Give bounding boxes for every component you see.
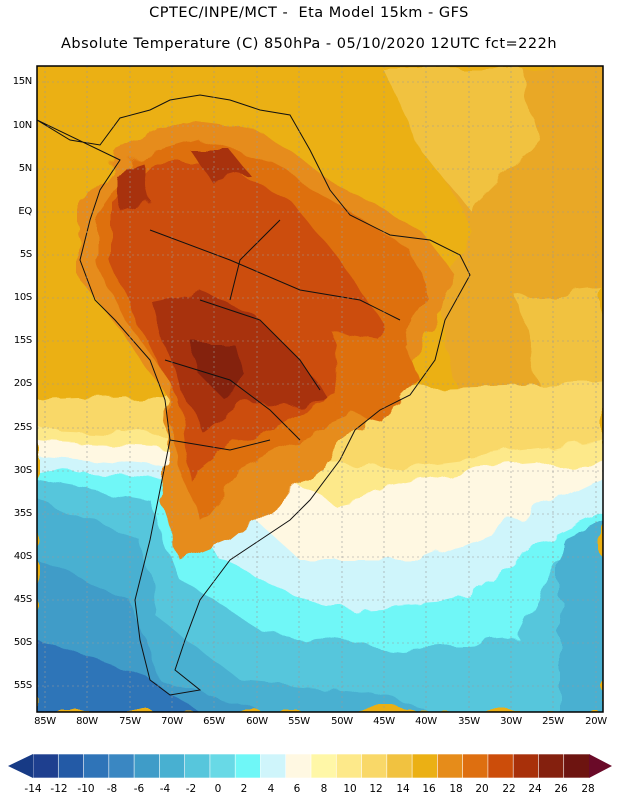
lat-label: EQ bbox=[18, 206, 32, 217]
lon-label: 30W bbox=[500, 716, 522, 727]
colorbar-cell bbox=[361, 753, 388, 779]
colorbar-cell bbox=[310, 753, 337, 779]
colorbar-cell bbox=[285, 753, 312, 779]
lat-label: 15N bbox=[12, 76, 33, 87]
lat-label: 45S bbox=[13, 594, 32, 605]
colorbar-tick-label: -2 bbox=[185, 783, 197, 795]
map-frame bbox=[36, 65, 604, 713]
colorbar-cell bbox=[538, 753, 565, 779]
colorbar-tick-label: 16 bbox=[422, 783, 436, 795]
lat-label: 25S bbox=[13, 422, 32, 433]
colorbar-cell bbox=[563, 753, 590, 779]
colorbar-cell bbox=[83, 753, 110, 779]
colorbar-under-arrow bbox=[8, 754, 33, 778]
lon-label: 25W bbox=[542, 716, 564, 727]
colorbar-tick-label: 14 bbox=[396, 783, 410, 795]
lon-label: 85W bbox=[34, 716, 56, 727]
colorbar-cell bbox=[184, 753, 211, 779]
colorbar-cell bbox=[108, 753, 135, 779]
colorbar-tick-label: 6 bbox=[293, 783, 301, 795]
colorbar-over-arrow bbox=[589, 754, 612, 778]
colorbar-tick-label: -6 bbox=[133, 783, 145, 795]
colorbar-cell bbox=[133, 753, 161, 779]
colorbar-tick-label: 18 bbox=[449, 783, 463, 795]
lat-label: 55S bbox=[13, 680, 32, 691]
colorbar-cell bbox=[386, 753, 413, 779]
colorbar-tick-label: -10 bbox=[77, 783, 95, 795]
colorbar-tick-label: 28 bbox=[581, 783, 595, 795]
lat-label: 5S bbox=[19, 249, 32, 260]
lat-label: 50S bbox=[13, 637, 32, 648]
lon-label: 20W bbox=[585, 716, 607, 727]
lon-label: 70W bbox=[161, 716, 183, 727]
colorbar-cell bbox=[260, 753, 287, 779]
lon-label: 50W bbox=[331, 716, 353, 727]
lon-label: 55W bbox=[288, 716, 310, 727]
title-line-2: Absolute Temperature (C) 850hPa - 05/10/… bbox=[60, 36, 558, 52]
colorbar-cell bbox=[57, 753, 85, 779]
lon-label: 65W bbox=[203, 716, 225, 727]
colorbar-tick-label: 2 bbox=[240, 783, 248, 795]
colorbar-tick-label: 22 bbox=[502, 783, 516, 795]
colorbar-tick-label: -4 bbox=[159, 783, 171, 795]
colorbar-tick-label: -14 bbox=[24, 783, 42, 795]
lon-label: 60W bbox=[246, 716, 268, 727]
colorbar-tick-label: 24 bbox=[528, 783, 542, 795]
colorbar-cell bbox=[512, 753, 540, 779]
colorbar-tick-label: -12 bbox=[50, 783, 68, 795]
lat-label: 35S bbox=[13, 508, 32, 519]
grid bbox=[37, 66, 603, 712]
colorbar-cell bbox=[462, 753, 489, 779]
lat-label: 30S bbox=[13, 465, 32, 476]
colorbar-tick-label: 0 bbox=[214, 783, 222, 795]
lat-label: 10N bbox=[12, 120, 33, 131]
colorbar-tick-label: 26 bbox=[554, 783, 568, 795]
title-line-1: CPTEC/INPE/MCT - Eta Model 15km - GFS bbox=[149, 5, 469, 21]
colorbar-cell bbox=[234, 753, 262, 779]
colorbar-cell bbox=[437, 753, 464, 779]
colorbar-tick-label: -8 bbox=[106, 783, 118, 795]
lon-label: 40W bbox=[415, 716, 437, 727]
temperature-field bbox=[37, 66, 603, 712]
colorbar-tick-label: 20 bbox=[475, 783, 489, 795]
colorbar-cell bbox=[209, 753, 236, 779]
lat-label: 20S bbox=[13, 378, 32, 389]
lat-label: 10S bbox=[13, 292, 32, 303]
lon-label: 45W bbox=[373, 716, 395, 727]
lat-label: 15S bbox=[13, 335, 32, 346]
colorbar-tick-label: 10 bbox=[343, 783, 357, 795]
colorbar-tick-label: 12 bbox=[369, 783, 383, 795]
coastline-borders bbox=[37, 94, 471, 696]
lon-label: 35W bbox=[458, 716, 480, 727]
colorbar-tick-label: 4 bbox=[267, 783, 275, 795]
lon-label: 80W bbox=[76, 716, 98, 727]
colorbar-cell bbox=[411, 753, 439, 779]
colorbar-cell bbox=[487, 753, 514, 779]
lat-label: 5N bbox=[18, 163, 33, 174]
lon-label: 75W bbox=[119, 716, 141, 727]
lat-label: 40S bbox=[13, 551, 32, 562]
colorbar-cell bbox=[335, 753, 363, 779]
colorbar-tick-label: 8 bbox=[320, 783, 328, 795]
colorbar-cell bbox=[159, 753, 186, 779]
colorbar-cell bbox=[32, 753, 59, 779]
